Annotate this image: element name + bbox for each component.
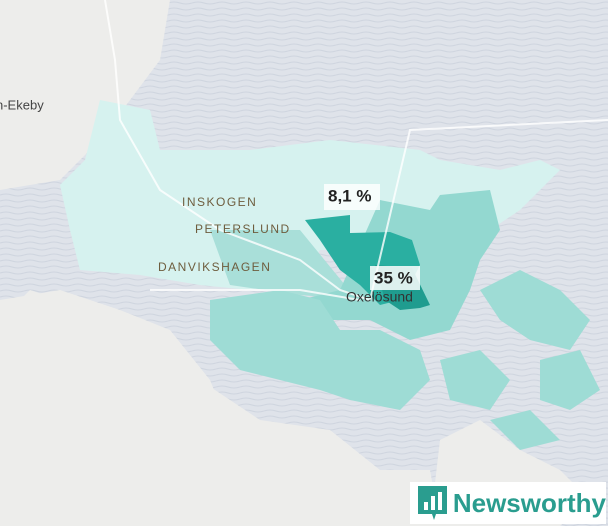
value-label: 8,1 % — [328, 186, 371, 205]
roads — [104, 0, 608, 301]
logo: Newsworthy — [410, 482, 606, 524]
place-label: DANVIKSHAGEN — [158, 260, 271, 274]
region-islands — [210, 270, 600, 450]
logo-icon — [418, 486, 447, 520]
region-mid — [210, 230, 360, 300]
value-label: 35 % — [374, 268, 413, 287]
place-label: PETERSLUND — [195, 222, 291, 236]
place-label: n-Ekeby — [0, 97, 44, 112]
region-light — [60, 100, 560, 290]
place-label: Oxelösund — [346, 289, 413, 305]
place-label: INSKOGEN — [182, 195, 257, 209]
logo-text: Newsworthy — [452, 487, 606, 518]
